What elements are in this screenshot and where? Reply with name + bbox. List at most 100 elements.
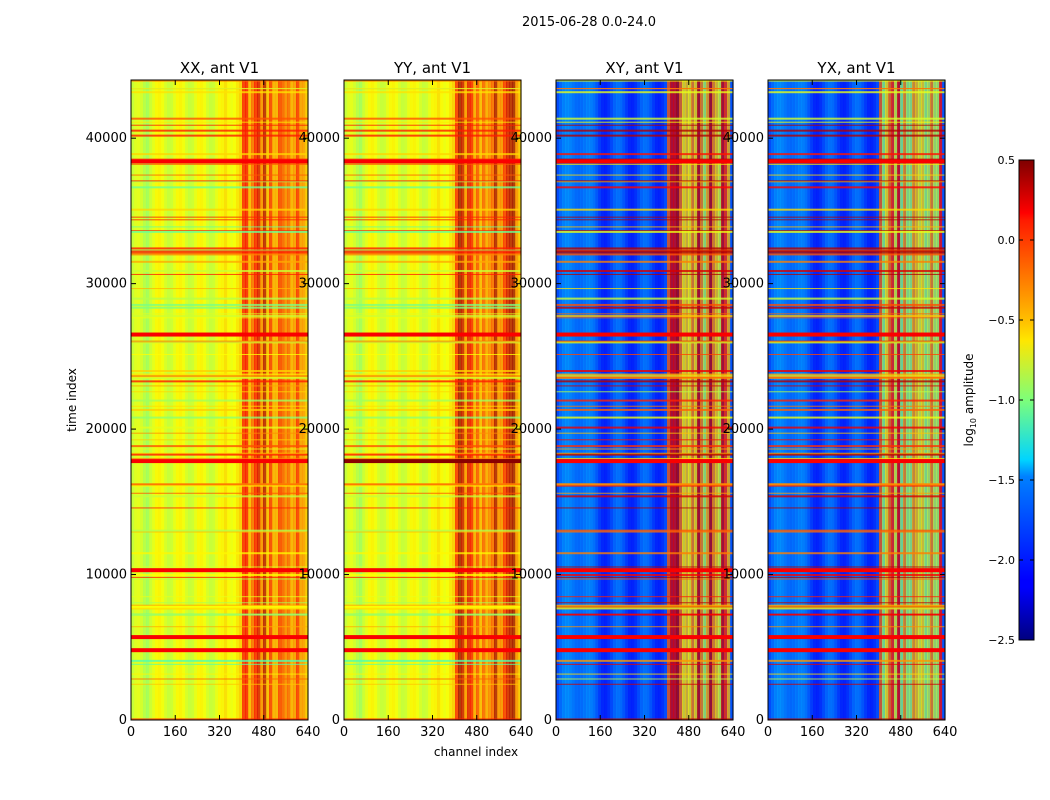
heatmap-row	[556, 507, 733, 509]
heatmap-row	[131, 448, 308, 450]
heatmap-row	[344, 492, 521, 494]
heatmap-row	[768, 659, 945, 662]
heatmap-row	[131, 252, 308, 254]
heatmap-row	[344, 174, 521, 176]
heatmap-row	[556, 376, 733, 379]
heatmap-row	[768, 604, 945, 606]
heatmap-row	[556, 552, 733, 555]
heatmap-row	[556, 373, 733, 376]
heatmap-row	[556, 659, 733, 662]
heatmap-row	[131, 230, 308, 233]
heatmap-row	[768, 260, 945, 263]
heatmap-row	[131, 576, 308, 578]
heatmap-row	[344, 376, 521, 379]
heatmap-row	[344, 253, 521, 256]
heatmap-row	[131, 416, 308, 419]
heatmap-row	[131, 317, 308, 319]
heatmap-row	[768, 448, 945, 450]
x-tick-label: 480	[251, 725, 276, 740]
heatmap-row	[768, 426, 945, 429]
heatmap-row	[556, 129, 733, 132]
panel-1: 0 160 320 480 640 0 10000 20000 30000 40000 XX, an…	[86, 59, 321, 740]
y-tick-label: 10000	[723, 568, 764, 583]
rfi-row	[131, 159, 308, 164]
panel-title: XX, ant V1	[180, 59, 259, 77]
heatmap-row	[344, 602, 521, 604]
heatmap-row	[768, 181, 945, 183]
heatmap-row	[556, 683, 733, 685]
heatmap-row	[344, 596, 521, 598]
heatmap-row	[768, 340, 945, 342]
heatmap-row	[131, 663, 308, 665]
heatmap-row	[344, 678, 521, 680]
heatmap-row	[131, 117, 308, 120]
heatmap-row	[556, 260, 733, 263]
colorbar-tick-label: 0.5	[998, 154, 1016, 167]
heatmap-row	[131, 507, 308, 509]
heatmap-row	[344, 313, 521, 315]
x-tick-label: 0	[552, 725, 560, 740]
heatmap-row	[344, 445, 521, 448]
heatmap-row	[131, 432, 308, 434]
heatmap-row	[131, 121, 308, 123]
heatmap-row	[768, 306, 945, 309]
heatmap-row	[556, 226, 733, 228]
x-tick-label: 160	[163, 725, 188, 740]
rfi-row	[131, 332, 308, 337]
heatmap-row	[131, 376, 308, 379]
heatmap-row	[768, 673, 945, 675]
heatmap-row	[768, 252, 945, 254]
heatmap-row	[556, 230, 733, 232]
x-tick-label: 0	[127, 725, 135, 740]
rfi-row	[344, 648, 521, 653]
heatmap-row	[344, 353, 521, 355]
rfi-row	[556, 459, 733, 464]
heatmap-row	[556, 174, 733, 176]
heatmap-row	[344, 269, 521, 272]
y-tick-label: 20000	[299, 422, 340, 437]
heatmap-row	[131, 566, 308, 568]
heatmap-row	[556, 566, 733, 568]
heatmap-row	[344, 484, 521, 487]
heatmap-row	[344, 208, 521, 211]
heatmap-panels: 0 160 320 480 640 0 10000 20000 30000 40000 XX, an…	[86, 59, 958, 740]
rfi-row	[131, 635, 308, 640]
heatmap-row	[768, 121, 945, 123]
heatmap-row	[768, 216, 945, 218]
heatmap-row	[556, 448, 733, 450]
heatmap-row	[768, 91, 945, 94]
heatmap-row	[344, 576, 521, 578]
heatmap-row	[768, 369, 945, 372]
heatmap-row	[344, 578, 521, 580]
heatmap-row	[556, 369, 733, 372]
rfi-row	[344, 159, 521, 164]
rfi-row	[556, 648, 733, 653]
heatmap-row	[344, 186, 521, 189]
heatmap-row	[131, 297, 308, 300]
heatmap-row	[556, 484, 733, 487]
heatmap-row	[344, 230, 521, 233]
heatmap-row	[556, 219, 733, 221]
heatmap-row	[344, 495, 521, 498]
heatmap-row	[556, 663, 733, 665]
heatmap-row	[344, 607, 521, 610]
heatmap-row	[768, 163, 945, 165]
heatmap-row	[768, 134, 945, 137]
heatmap-row	[768, 88, 945, 90]
heatmap-row	[131, 483, 308, 486]
heatmap-row	[556, 186, 733, 189]
heatmap-row	[344, 369, 521, 372]
heatmap-row	[344, 91, 521, 94]
heatmap-row	[131, 247, 308, 250]
heatmap-row	[131, 626, 308, 628]
heatmap-row	[131, 399, 308, 402]
heatmap-row	[344, 216, 521, 218]
heatmap-row	[768, 602, 945, 604]
heatmap-row	[131, 186, 308, 189]
colorbar-label-sub: 10	[969, 418, 978, 428]
rfi-row	[556, 159, 733, 164]
heatmap-row	[344, 439, 521, 441]
heatmap-row	[131, 408, 308, 411]
heatmap-row	[344, 453, 521, 456]
heatmap-row	[768, 614, 945, 616]
